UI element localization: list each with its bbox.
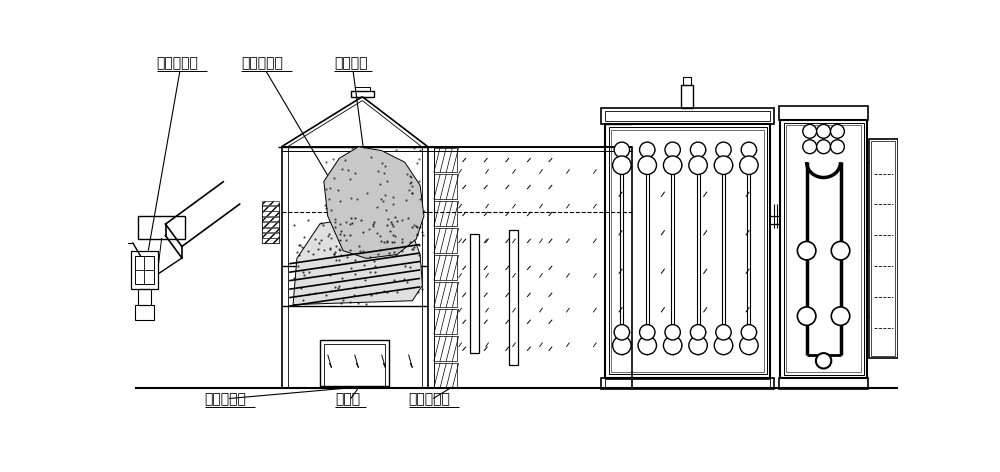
Circle shape <box>613 336 631 354</box>
Bar <box>434 363 457 388</box>
Circle shape <box>640 142 655 158</box>
Bar <box>869 139 898 358</box>
Circle shape <box>613 156 631 175</box>
Bar <box>355 87 370 91</box>
Circle shape <box>716 142 731 158</box>
Bar <box>434 336 457 361</box>
Circle shape <box>816 353 831 369</box>
Bar <box>611 130 764 371</box>
Text: 特制炉排: 特制炉排 <box>334 56 367 70</box>
Text: 生物质细料: 生物质细料 <box>241 56 283 70</box>
Bar <box>320 340 389 386</box>
Circle shape <box>817 140 831 154</box>
Circle shape <box>663 156 682 175</box>
Bar <box>871 141 895 356</box>
Bar <box>786 125 861 372</box>
Circle shape <box>831 307 850 325</box>
Circle shape <box>817 125 831 138</box>
Bar <box>434 175 457 199</box>
Circle shape <box>689 156 707 175</box>
Polygon shape <box>293 216 422 304</box>
Bar <box>135 256 154 284</box>
Bar <box>434 202 457 226</box>
Circle shape <box>690 325 706 340</box>
Polygon shape <box>324 147 424 258</box>
Bar <box>605 124 770 378</box>
Bar <box>784 123 864 375</box>
Bar <box>434 282 457 307</box>
Bar <box>601 108 774 124</box>
Bar <box>779 106 868 120</box>
Text: 控制进氧口: 控制进氧口 <box>157 56 199 70</box>
Circle shape <box>803 140 817 154</box>
Bar <box>282 147 632 388</box>
Bar <box>605 379 770 387</box>
Bar <box>324 344 385 386</box>
Bar <box>434 228 457 253</box>
Bar <box>434 255 457 280</box>
Bar <box>138 289 151 304</box>
Circle shape <box>831 242 850 260</box>
Circle shape <box>663 336 682 354</box>
Bar <box>780 120 867 378</box>
Circle shape <box>690 142 706 158</box>
Bar <box>609 127 767 374</box>
Circle shape <box>614 325 630 340</box>
Bar <box>779 378 868 389</box>
Bar <box>683 77 691 85</box>
Circle shape <box>716 325 731 340</box>
Circle shape <box>797 242 816 260</box>
Circle shape <box>740 156 758 175</box>
Circle shape <box>638 336 656 354</box>
Circle shape <box>689 336 707 354</box>
Bar <box>351 91 374 97</box>
Bar <box>434 147 457 172</box>
Bar <box>470 234 479 353</box>
Circle shape <box>797 307 816 325</box>
Circle shape <box>741 325 757 340</box>
Bar <box>681 85 693 108</box>
Circle shape <box>665 325 680 340</box>
Text: 二次进氧口: 二次进氧口 <box>409 392 450 406</box>
Bar <box>262 204 279 243</box>
Bar <box>135 304 154 320</box>
Circle shape <box>714 156 733 175</box>
Circle shape <box>714 336 733 354</box>
Bar <box>509 230 518 365</box>
Bar <box>605 110 770 121</box>
Bar <box>601 378 774 389</box>
Circle shape <box>614 142 630 158</box>
Circle shape <box>640 325 655 340</box>
Bar <box>434 309 457 334</box>
Text: 清灰口: 清灰口 <box>335 392 361 406</box>
Circle shape <box>831 140 844 154</box>
Bar <box>131 251 158 289</box>
Circle shape <box>665 142 680 158</box>
Circle shape <box>803 125 817 138</box>
Text: 可燃气走向: 可燃气走向 <box>205 392 246 406</box>
Circle shape <box>831 125 844 138</box>
Circle shape <box>741 142 757 158</box>
Circle shape <box>740 336 758 354</box>
Circle shape <box>638 156 656 175</box>
